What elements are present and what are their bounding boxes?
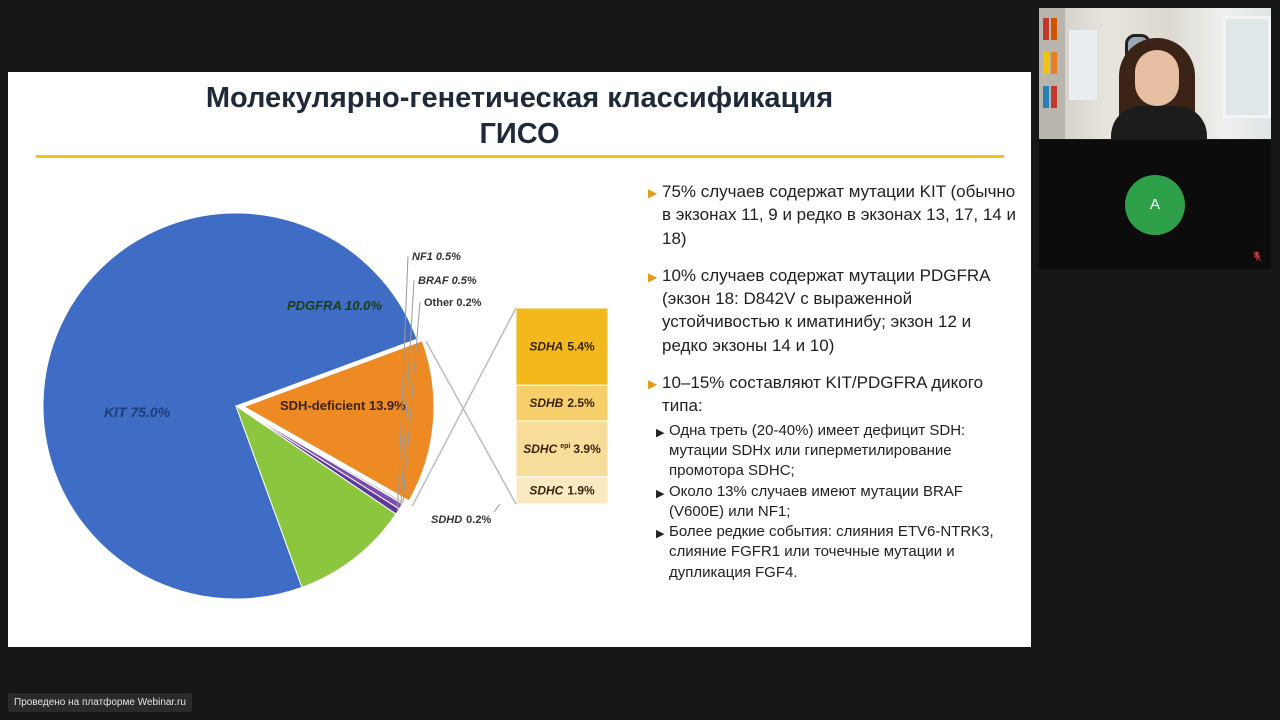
sub-bullet-text: Около 13% случаев имеют мутации BRAF (V6… (669, 482, 963, 520)
bullet-item-pdgfra: ▶ 10% случаев содержат мутации PDGFRA (э… (648, 264, 1018, 357)
bullet-arrow-icon: ▶ (648, 269, 658, 284)
callout-label-other: Other 0.2% (424, 297, 482, 309)
sub-bullet-item: ▶ Около 13% случаев имеют мутации BRAF (… (648, 482, 1018, 523)
participant-tile[interactable]: A (1039, 140, 1271, 269)
callout-line-other (402, 301, 421, 503)
presenter-face (1135, 50, 1179, 106)
callout-label-nf1: NF1 0.5% (412, 251, 461, 263)
title-underline (36, 155, 1004, 158)
presenter-video[interactable] (1039, 8, 1271, 139)
breakdown-label-0: SDHA 5.4% (529, 340, 595, 354)
binder (1051, 52, 1057, 74)
window (1223, 16, 1271, 118)
bullet-text: 10–15% составляют KIT/PDGFRA дикого типа… (662, 373, 984, 416)
sub-bullet-item: ▶ Одна треть (20-40%) имеет дефицит SDH:… (648, 421, 1018, 482)
callout-line-sdhd (493, 503, 501, 513)
binder (1043, 18, 1049, 40)
sub-bullet-arrow-icon: ▶ (656, 426, 665, 439)
pie-label-kit: KIT 75.0% (104, 404, 171, 420)
binder (1043, 52, 1049, 74)
sub-bullet-text: Одна треть (20-40%) имеет дефицит SDH: м… (669, 421, 966, 480)
mic-muted-icon (1253, 251, 1261, 261)
callout-line-nf1 (397, 255, 409, 512)
binder (1051, 18, 1057, 40)
breakdown-label-2: SDHC epi 3.9% (523, 442, 601, 456)
sub-bullet-text: Более редкие события: слияния ETV6-NTRK3… (669, 523, 994, 581)
sub-bullet-arrow-icon: ▶ (656, 528, 665, 541)
breakdown-label-1: SDHB 2.5% (529, 396, 595, 410)
bullet-list: ▶ 75% случаев содержат мутации KIT (обыч… (648, 180, 1018, 583)
pie-label-pdgfra: PDGFRA 10.0% (287, 298, 382, 313)
slide-title-line-1: Молекулярно-генетическая классификация (205, 82, 834, 114)
bullet-text: 75% случаев содержат мутации KIT (обычно… (662, 182, 1016, 248)
wall-poster (1069, 30, 1097, 100)
binder (1043, 86, 1049, 108)
binder (1051, 86, 1057, 108)
callout-line-braf (400, 279, 415, 507)
slide-title: Молекулярно-генетическая классификация Г… (8, 80, 1031, 152)
presenter-body (1111, 106, 1207, 139)
pie-slice-sdh-deficient (242, 340, 435, 502)
presentation-slide: Молекулярно-генетическая классификация Г… (8, 72, 1031, 647)
breakdown-label-3: SDHC 1.9% (529, 483, 595, 497)
bullet-arrow-icon: ▶ (648, 377, 658, 392)
slide-title-line-2: ГИСО (479, 118, 560, 150)
breakdown-bar-2 (515, 420, 609, 478)
sub-bullet-list: ▶ Одна треть (20-40%) имеет дефицит SDH:… (648, 421, 1018, 583)
bullet-item-wildtype: ▶ 10–15% составляют KIT/PDGFRA дикого ти… (648, 371, 1018, 418)
callout-label-braf: BRAF 0.5% (418, 275, 477, 287)
participant-avatar: A (1125, 175, 1185, 235)
breakdown-bar-0 (515, 307, 609, 386)
breakdown-connector-top (411, 307, 517, 507)
platform-badge: Проведено на платформе Webinar.ru (8, 693, 192, 712)
bullet-item-kit: ▶ 75% случаев содержат мутации KIT (обыч… (648, 180, 1018, 250)
breakdown-bar-3 (515, 476, 609, 505)
breakdown-connector-bottom (425, 340, 517, 505)
sub-bullet-arrow-icon: ▶ (656, 487, 665, 500)
pie-chart: KIT 75.0% SDH-deficient 13.9% PDGFRA 10.0%… (42, 212, 609, 600)
pie-label-sdh-deficient: SDH-deficient 13.9% (280, 398, 406, 413)
pie-slice-kit (42, 212, 418, 600)
sub-bullet-item: ▶ Более редкие события: слияния ETV6-NTR… (648, 522, 1018, 583)
callout-label-sdhd: SDHD 0.2% (431, 514, 491, 526)
bullet-arrow-icon: ▶ (648, 186, 658, 200)
bullet-text: 10% случаев содержат мутации PDGFRA (экз… (662, 265, 990, 355)
pie-slice-pdgfra (235, 404, 397, 589)
